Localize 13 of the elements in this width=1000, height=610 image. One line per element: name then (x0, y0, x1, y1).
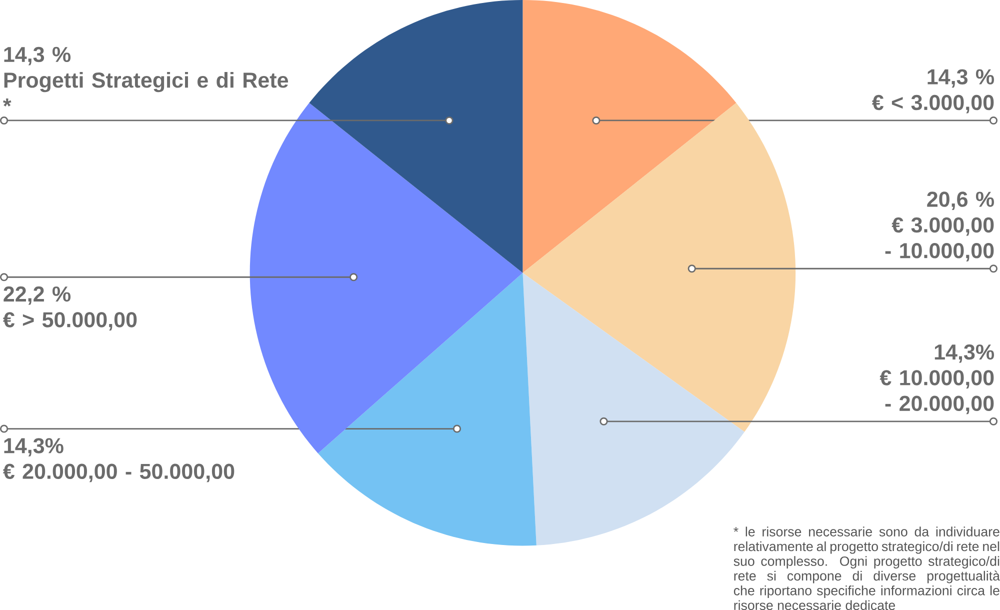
slice-label: € 3.000,00 - 10.000,00 (885, 217, 994, 262)
data-label: 14,3% (4, 438, 64, 456)
slice-label: € 10.000,00 - 20.000,00 (880, 370, 994, 414)
data-label: 14,3 % (928, 69, 994, 88)
text: * le risorse necessarie sono da individuare relativamente al progetto strategico/di rete nel suo complesso. Ogni progetto strategico/di rete si compone di diverse progettualità che riportano specifiche informazioni circa le risorse necessarie dedicate (734, 526, 1000, 610)
data-label: 14,3 % (4, 46, 71, 66)
data-label: 22,2 % (4, 286, 71, 305)
slice-label: € > 50.000,00 (3, 312, 137, 330)
slice-label: € < 3.000,00 (872, 94, 994, 114)
data-label: 14,3% (934, 344, 994, 363)
slice-label: Progetti Strategici e di Rete * (2, 72, 288, 106)
data-label: 20,6 % (927, 192, 994, 210)
slice-label: € 20.000,00 - 50.000,00 (3, 464, 234, 482)
